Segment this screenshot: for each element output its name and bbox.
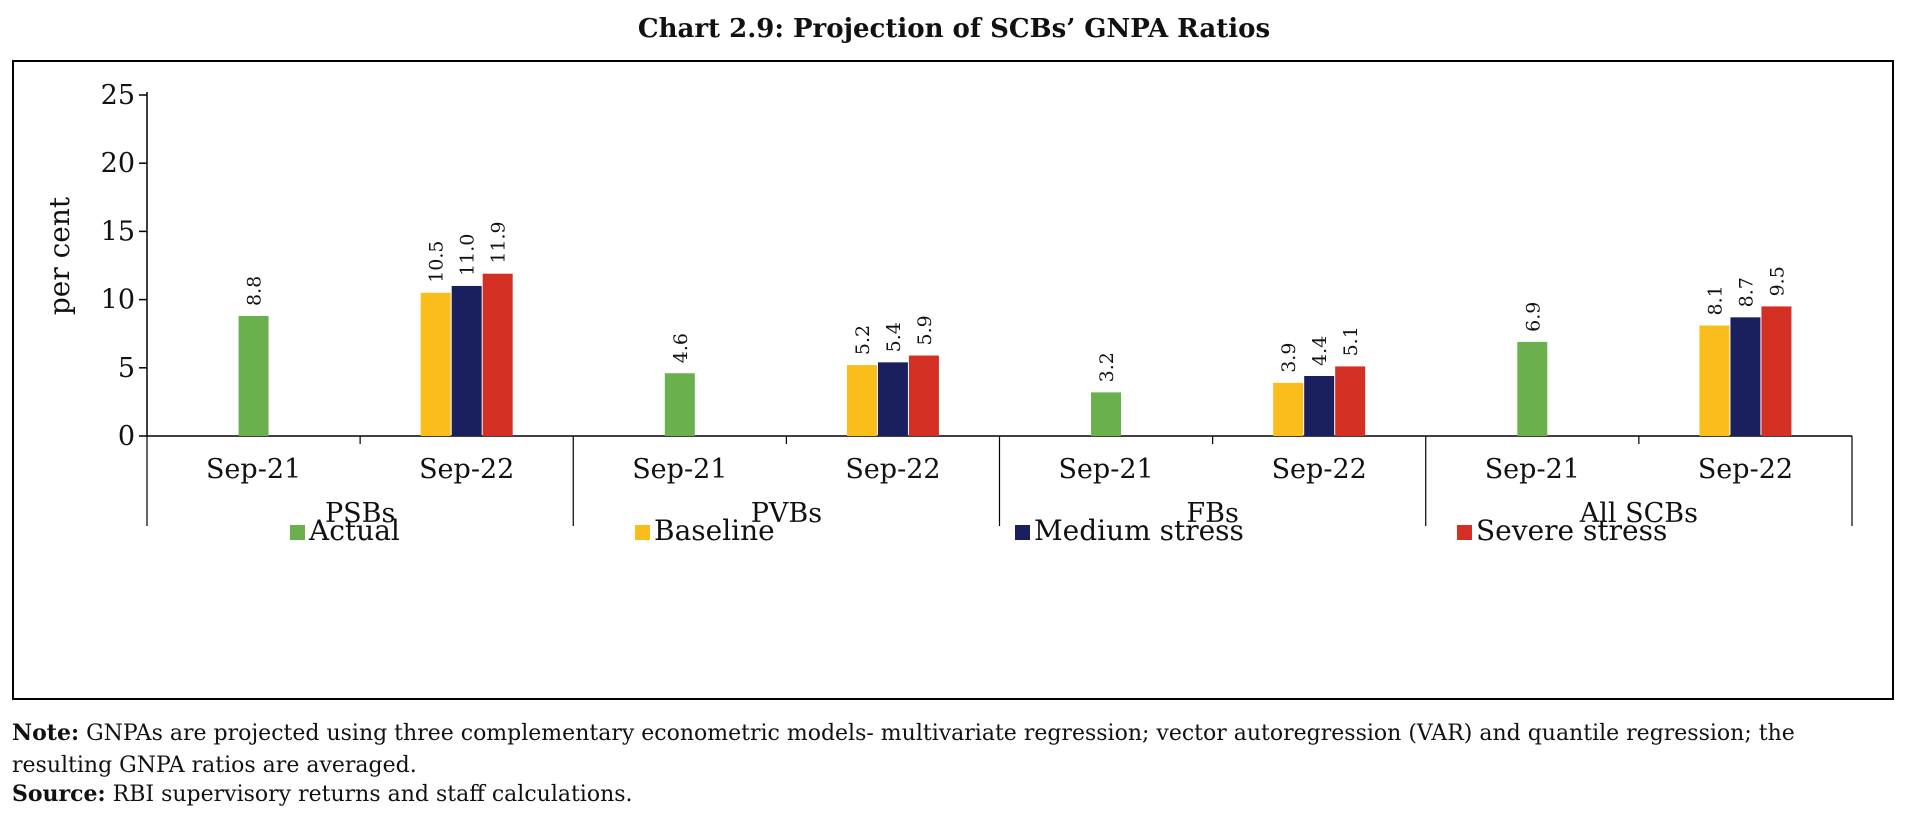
bar-severe-stress	[1335, 366, 1366, 436]
x-group-label: PVBs	[751, 498, 822, 529]
bar-chart: 0 5 10 15 20 25 per cent 8.8 Sep-21 10.5 11.0 11.9 S…	[43, 80, 1853, 547]
legend-swatch-baseline	[635, 525, 650, 540]
bar-actual	[238, 315, 269, 436]
data-label: 10.5	[426, 240, 448, 282]
data-label: 8.1	[1704, 285, 1726, 315]
bar-baseline	[846, 365, 877, 436]
bar-baseline	[1273, 382, 1304, 436]
x-category-label: Sep-21	[1485, 454, 1580, 485]
x-category-label: Sep-22	[1698, 454, 1793, 485]
data-label: 11.9	[488, 221, 510, 263]
data-label: 3.2	[1096, 352, 1118, 382]
note-label: Note:	[12, 720, 80, 746]
data-label: 5.9	[914, 315, 936, 345]
x-group-label: FBs	[1186, 498, 1238, 529]
bar-severe-stress	[482, 273, 513, 436]
x-category-label: Sep-22	[1272, 454, 1367, 485]
bar-medium-stress	[1730, 317, 1761, 436]
data-label: 8.7	[1735, 277, 1757, 307]
legend-label: Medium stress	[1034, 514, 1244, 547]
legend-swatch-severe-stress	[1457, 525, 1472, 540]
bar-baseline	[420, 292, 451, 436]
bar-medium-stress	[877, 362, 908, 436]
legend-label: Severe stress	[1476, 514, 1667, 547]
bar-medium-stress	[1304, 375, 1335, 436]
legend-swatch-actual	[290, 525, 305, 540]
x-category-label: Sep-22	[419, 454, 514, 485]
data-label: 4.6	[670, 333, 692, 363]
bar-severe-stress	[1761, 306, 1792, 436]
bar-actual	[1091, 392, 1122, 436]
data-label: 5.2	[852, 325, 874, 355]
bar-severe-stress	[908, 355, 939, 436]
x-group-label: PSBs	[325, 498, 395, 529]
source-label: Source:	[12, 781, 106, 807]
y-tick-label: 0	[118, 421, 135, 452]
chart-frame: 0 5 10 15 20 25 per cent 8.8 Sep-21 10.5 11.0 11.9 S…	[12, 60, 1894, 700]
y-tick-label: 15	[101, 216, 135, 247]
x-category-label: Sep-22	[845, 454, 940, 485]
data-label: 6.9	[1522, 302, 1544, 332]
legend-label: Actual	[308, 514, 400, 547]
legend-label: Baseline	[654, 514, 775, 547]
y-tick-label: 20	[101, 148, 135, 179]
bar-medium-stress	[451, 285, 482, 436]
y-tick-label: 25	[101, 80, 135, 111]
bar-actual	[1517, 341, 1548, 436]
chart-note: Note: GNPAs are projected using three co…	[12, 717, 1892, 782]
chart-source: Source: RBI supervisory returns and staf…	[12, 781, 633, 807]
data-label: 11.0	[457, 234, 479, 276]
data-label: 5.4	[883, 322, 905, 352]
data-label: 3.9	[1278, 343, 1300, 373]
x-category-label: Sep-21	[632, 454, 727, 485]
data-label: 8.8	[244, 276, 266, 306]
y-tick-label: 10	[101, 285, 135, 316]
legend-swatch-medium-stress	[1015, 525, 1030, 540]
data-label: 9.5	[1766, 266, 1788, 296]
chart-title: Chart 2.9: Projection of SCBs’ GNPA Rati…	[637, 14, 1271, 44]
bar-actual	[664, 373, 695, 436]
x-category-label: Sep-21	[1058, 454, 1153, 485]
y-axis-title: per cent	[43, 196, 76, 315]
source-text: RBI supervisory returns and staff calcul…	[112, 782, 633, 807]
note-text: GNPAs are projected using three compleme…	[12, 721, 1795, 778]
data-label: 4.4	[1309, 336, 1331, 366]
data-label: 5.1	[1340, 326, 1362, 356]
x-group-label: All SCBs	[1579, 498, 1698, 529]
x-category-label: Sep-21	[206, 454, 301, 485]
bar-baseline	[1699, 325, 1730, 436]
y-tick-label: 5	[118, 353, 135, 384]
